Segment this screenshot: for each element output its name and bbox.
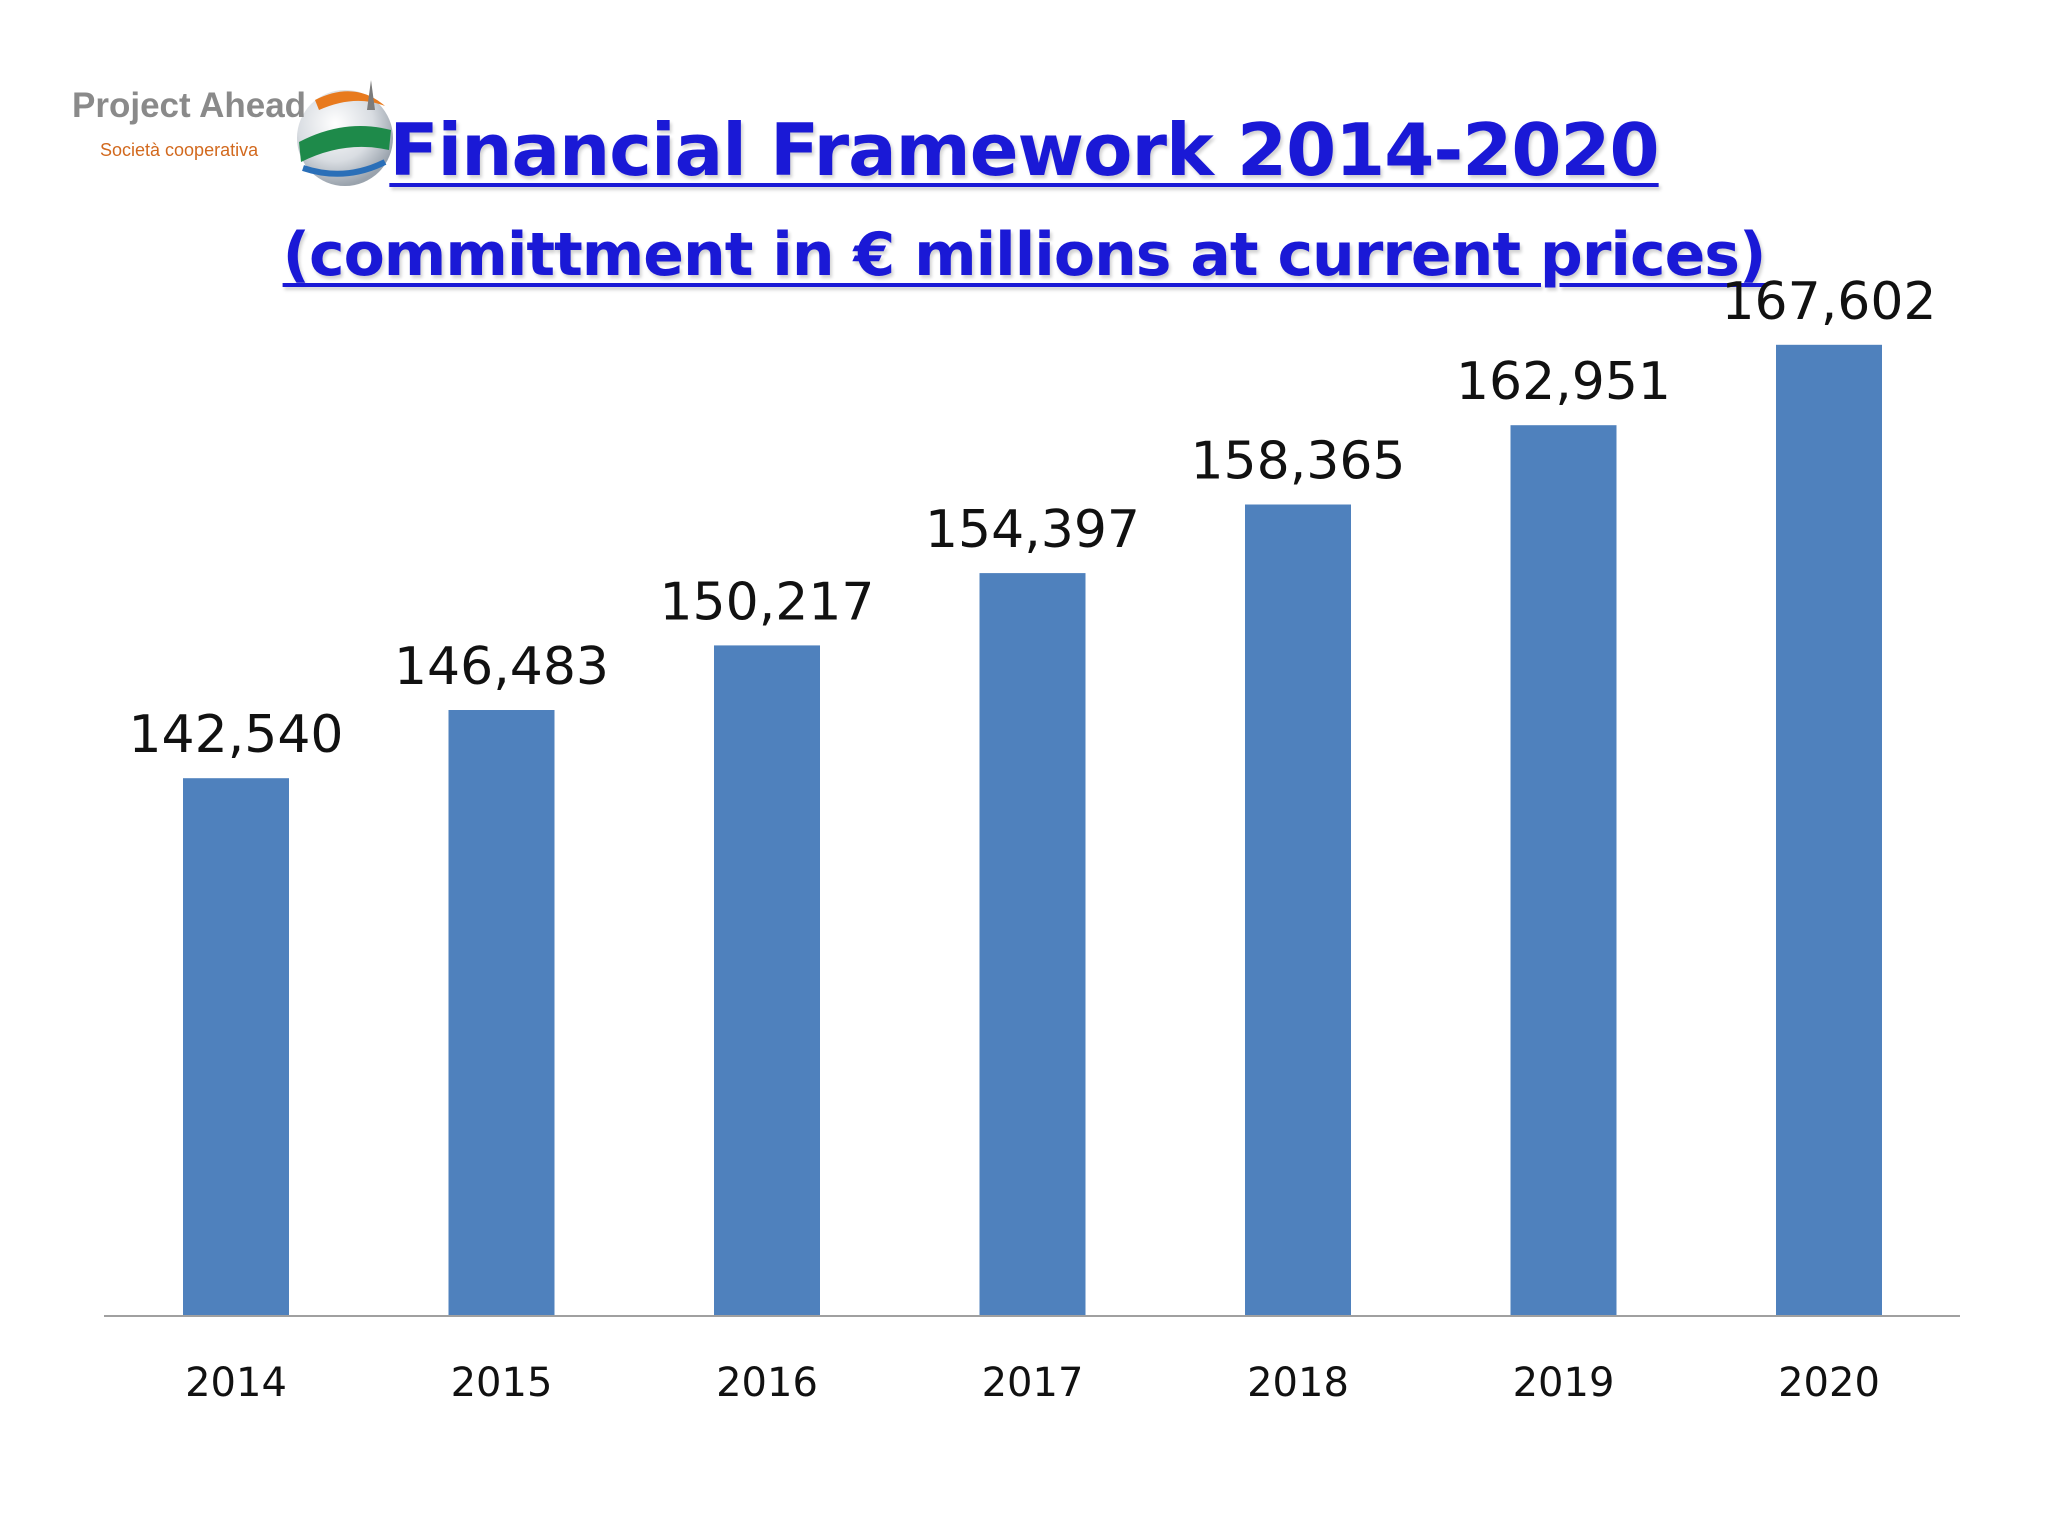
x-tick-label-2020: 2020 (1778, 1360, 1880, 1406)
logo-subtitle: Società cooperativa (100, 140, 259, 160)
x-tick-label-2015: 2015 (451, 1360, 553, 1406)
x-tick-label-2018: 2018 (1247, 1360, 1349, 1406)
bar-2018 (1245, 504, 1351, 1315)
bar-2019 (1510, 425, 1617, 1315)
x-tick-label-2017: 2017 (982, 1360, 1084, 1406)
company-logo: Project Ahead Società cooperativa (60, 70, 420, 220)
bar-2020 (1776, 344, 1882, 1315)
data-label-2018: 158,365 (1190, 432, 1405, 492)
data-label-2015: 146,483 (394, 637, 609, 697)
data-label-2016: 150,217 (659, 572, 874, 632)
bar-2016 (714, 645, 820, 1315)
x-tick-label-2014: 2014 (185, 1360, 287, 1406)
chart-title: Financial Framework 2014-2020 (389, 108, 1659, 192)
x-tick-label-2019: 2019 (1513, 1360, 1615, 1406)
globe-icon (297, 80, 393, 186)
x-tick-label-2016: 2016 (716, 1360, 818, 1406)
data-label-2019: 162,951 (1456, 352, 1671, 412)
bar-2015 (448, 710, 555, 1315)
data-label-2017: 154,397 (925, 500, 1140, 560)
chart-subtitle: (committment in € millions at current pr… (282, 220, 1767, 290)
data-label-2020: 167,602 (1721, 272, 1936, 332)
data-label-2014: 142,540 (128, 705, 343, 765)
bar-2014 (183, 778, 289, 1315)
bar-2017 (979, 573, 1086, 1315)
logo-name: Project Ahead (72, 86, 307, 125)
